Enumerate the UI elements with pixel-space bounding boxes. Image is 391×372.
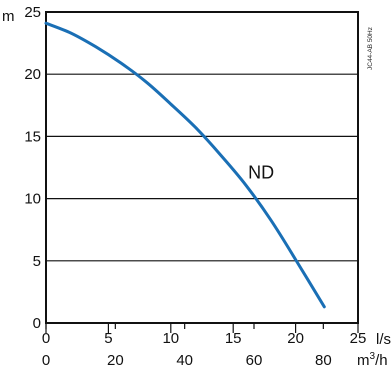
x2-tick-label: 0 — [42, 352, 50, 369]
x2-unit-exponent: 3 — [370, 351, 376, 362]
series-label: ND — [248, 163, 274, 183]
x2-tick-label: 40 — [176, 352, 193, 369]
x2-unit-base: m — [357, 352, 370, 369]
tick-marks — [45, 323, 359, 333]
x2-axis-unit: m3/h — [357, 351, 388, 369]
x-axis-unit: l/s — [376, 331, 391, 348]
tick-labels: 0 5 10 15 20 25 0 5 10 15 20 25 0 20 40 60 80 — [24, 4, 366, 369]
x2-unit-tail: /h — [375, 352, 388, 369]
x2-tick-label: 80 — [315, 352, 332, 369]
y-tick-label: 0 — [33, 315, 41, 332]
grid-lines — [46, 73, 358, 262]
x-tick-label: 10 — [162, 330, 179, 347]
y-tick-label: 10 — [24, 191, 41, 208]
x-tick-label: 15 — [225, 330, 242, 347]
series-layer: ND — [44, 21, 326, 309]
x-tick-label: 25 — [350, 330, 367, 347]
y-tick-label: 15 — [24, 128, 41, 145]
x2-tick-label: 20 — [107, 352, 124, 369]
y-tick-label: 20 — [24, 66, 41, 83]
plot-frame — [45, 11, 359, 324]
y-axis-unit: m — [2, 8, 15, 25]
series-line-nd — [44, 21, 326, 309]
y-tick-label: 25 — [24, 4, 41, 21]
y-tick-label: 5 — [33, 253, 41, 270]
x-tick-label: 20 — [287, 330, 304, 347]
x-tick-label: 5 — [104, 330, 112, 347]
x2-tick-label: 60 — [246, 352, 263, 369]
x-tick-label: 0 — [42, 330, 50, 347]
model-note: JC44-AB 50Hz — [367, 27, 374, 70]
